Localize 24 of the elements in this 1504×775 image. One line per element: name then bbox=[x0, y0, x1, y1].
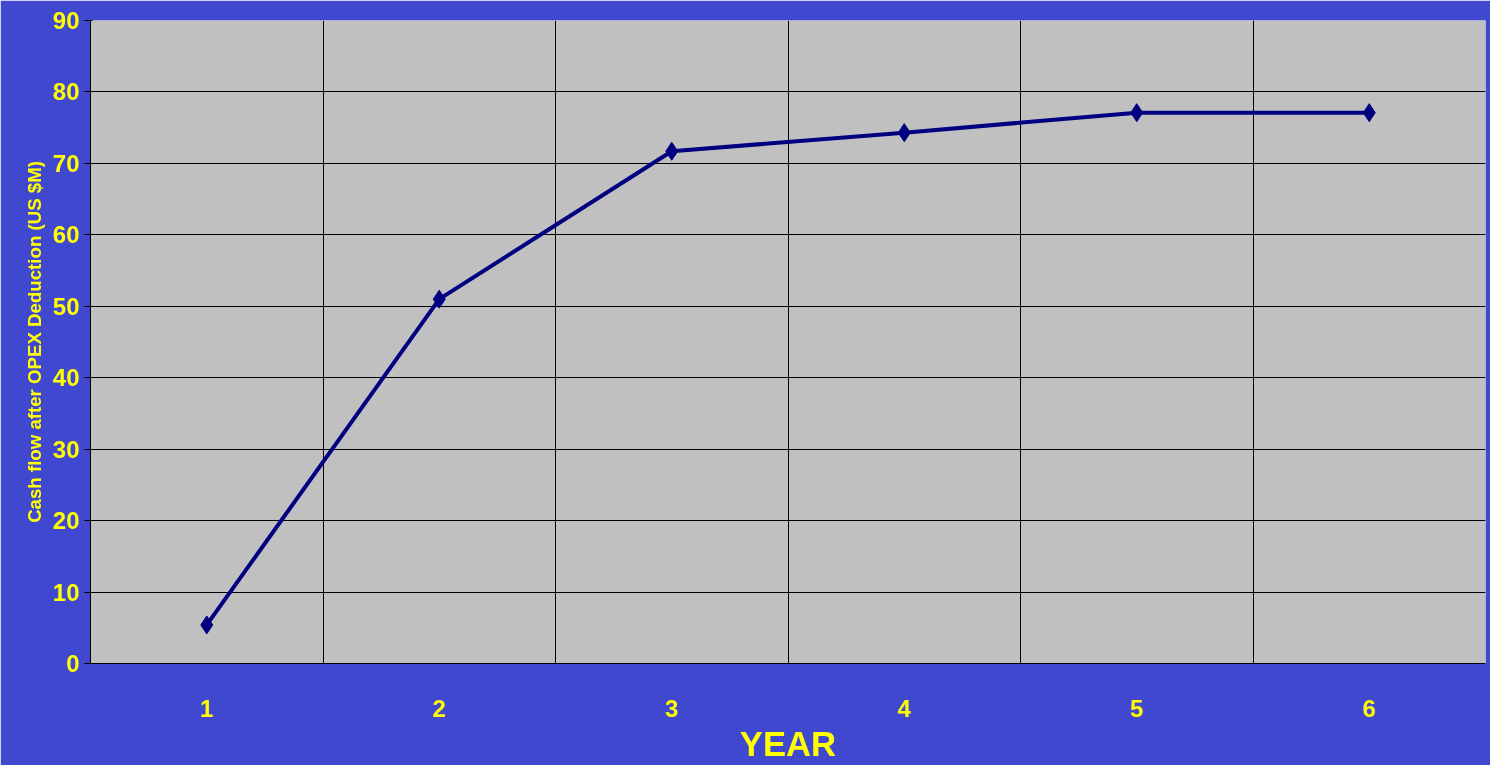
y-tick-label: 80 bbox=[52, 78, 80, 106]
y-tick-label: 10 bbox=[52, 578, 80, 606]
y-tick-label: 30 bbox=[52, 435, 80, 463]
point bbox=[200, 615, 214, 635]
x-tick-label: 6 bbox=[1362, 694, 1376, 722]
x-tick-label: 4 bbox=[897, 694, 912, 722]
y-tick-label: 40 bbox=[52, 364, 80, 392]
x-tick-label: 1 bbox=[200, 694, 214, 722]
y-tick-label: 20 bbox=[52, 507, 80, 535]
y-tick-label: 90 bbox=[52, 7, 80, 34]
x-tick-label: 5 bbox=[1130, 694, 1144, 722]
point bbox=[1130, 103, 1144, 123]
x-axis-title: YEAR bbox=[739, 724, 837, 763]
y-tick-label: 60 bbox=[52, 221, 80, 249]
point bbox=[1362, 103, 1376, 123]
point bbox=[665, 141, 679, 161]
y-axis-title: Cash flow after OPEX Deduction (US $M) bbox=[23, 161, 45, 523]
y-tick-label: 70 bbox=[52, 149, 80, 177]
y-tick-label: 50 bbox=[52, 292, 80, 320]
x-tick-label: 3 bbox=[665, 694, 679, 722]
point bbox=[897, 123, 911, 143]
y-tick-label: 0 bbox=[66, 650, 80, 677]
point bbox=[432, 289, 446, 309]
x-tick-label: 2 bbox=[432, 694, 446, 722]
